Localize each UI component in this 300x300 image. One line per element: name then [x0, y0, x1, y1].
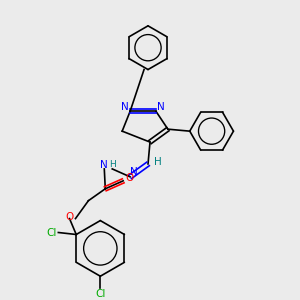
- Text: N: N: [100, 160, 108, 170]
- Text: Cl: Cl: [46, 227, 57, 238]
- Text: O: O: [65, 212, 74, 222]
- Text: N: N: [157, 102, 165, 112]
- Text: N: N: [130, 167, 138, 177]
- Text: N: N: [121, 102, 129, 112]
- Text: O: O: [125, 173, 133, 183]
- Text: Cl: Cl: [95, 289, 106, 299]
- Text: H: H: [109, 160, 116, 169]
- Text: H: H: [154, 157, 162, 167]
